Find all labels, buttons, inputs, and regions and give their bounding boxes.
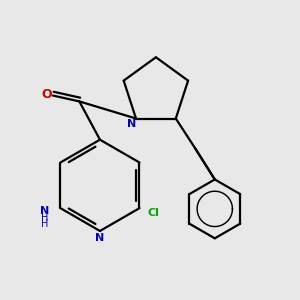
Text: N: N — [40, 206, 49, 216]
Text: H: H — [40, 219, 48, 229]
Text: O: O — [41, 88, 52, 100]
Text: H: H — [40, 214, 48, 224]
Text: N: N — [95, 233, 105, 243]
Text: N: N — [127, 119, 136, 129]
Text: Cl: Cl — [148, 208, 160, 218]
